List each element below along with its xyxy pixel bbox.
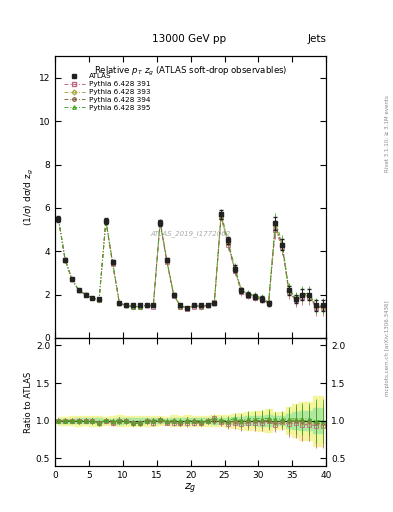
Text: Jets: Jets xyxy=(307,33,326,44)
X-axis label: $z_g$: $z_g$ xyxy=(184,481,197,496)
Legend: ATLAS, Pythia 6.428 391, Pythia 6.428 393, Pythia 6.428 394, Pythia 6.428 395: ATLAS, Pythia 6.428 391, Pythia 6.428 39… xyxy=(61,71,152,113)
Y-axis label: Ratio to ATLAS: Ratio to ATLAS xyxy=(24,371,33,433)
Y-axis label: (1/σ) dσ/d z$_g$: (1/σ) dσ/d z$_g$ xyxy=(23,168,36,226)
Text: Relative $p_T$ $z_g$ (ATLAS soft-drop observables): Relative $p_T$ $z_g$ (ATLAS soft-drop ob… xyxy=(94,65,287,78)
Text: Rivet 3.1.10; ≥ 3.1M events: Rivet 3.1.10; ≥ 3.1M events xyxy=(385,95,390,172)
Text: ATLAS_2019_I1772062: ATLAS_2019_I1772062 xyxy=(151,230,231,237)
Text: 13000 GeV pp: 13000 GeV pp xyxy=(152,33,226,44)
Text: mcplots.cern.ch [arXiv:1306.3436]: mcplots.cern.ch [arXiv:1306.3436] xyxy=(385,301,390,396)
